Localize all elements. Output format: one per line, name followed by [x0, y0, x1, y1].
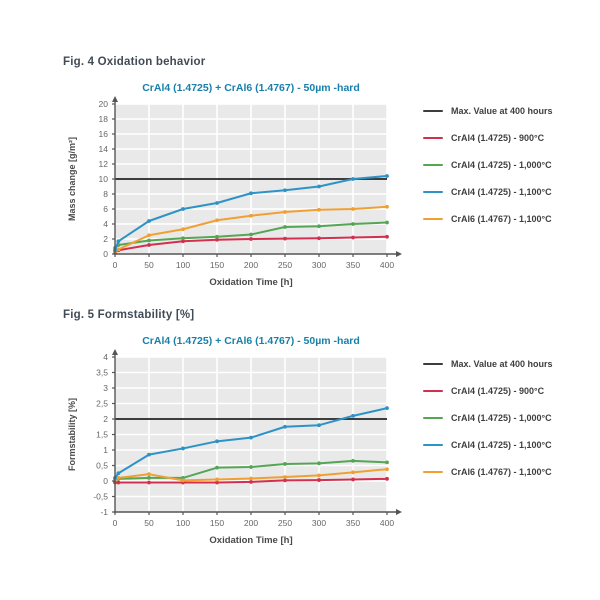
y-tick-label: 1,5	[96, 430, 108, 440]
formstability-plot-svg: 0 50 100 150 200 250 300 350 400 -1 -0,5 0 0,5 1 1,5 2 2…	[67, 349, 402, 546]
formstability-chart: CrAl4 (1.4725) + CrAl6 (1.4767) - 50µm -…	[63, 335, 403, 553]
legend-label: CrAl4 (1.4725) - 1,000°C	[451, 160, 552, 170]
y-tick-label: 0,5	[96, 461, 108, 471]
oxidation-plot-svg: 0 50 100 150 200 250 300 350 400 0 2 4 6 8 10 12 14 16 18 2…	[67, 96, 402, 288]
x-tick-label: 300	[312, 260, 326, 270]
legend-swatch-line	[423, 390, 443, 392]
legend-swatch-line	[423, 471, 443, 473]
series-3	[113, 174, 389, 253]
x-axis-label: Oxidation Time [h]	[209, 535, 292, 546]
y-tick-label: 2,5	[96, 399, 108, 409]
legend-item: CrAl4 (1.4725) - 900°C	[423, 386, 553, 396]
y-tick-label: 12	[99, 159, 109, 169]
x-axis-label: Oxidation Time [h]	[209, 277, 292, 288]
x-tick-label: 100	[176, 260, 190, 270]
legend-item: CrAl4 (1.4725) - 900°C	[423, 133, 553, 143]
legend-label: Max. Value at 400 hours	[451, 106, 553, 116]
gridlines	[115, 356, 388, 512]
y-axis-label: Mass change [g/m²]	[67, 137, 77, 221]
page: Fig. 4 Oxidation behavior CrAl4 (1.4725)…	[63, 56, 600, 553]
y-tick-label: 10	[99, 174, 109, 184]
y-tick-label: 18	[99, 114, 109, 124]
legend-item: Max. Value at 400 hours	[423, 106, 553, 116]
legend-label: CrAl4 (1.4725) - 900°C	[451, 386, 545, 396]
y-tick-label: -0,5	[93, 492, 108, 502]
y-tick-label: 4	[103, 352, 108, 362]
y-tick-label: 2	[103, 414, 108, 424]
legend-label: Max. Value at 400 hours	[451, 359, 553, 369]
legend-swatch-line	[423, 191, 443, 193]
formstability-chart-title: CrAl4 (1.4725) + CrAl6 (1.4767) - 50µm -…	[142, 335, 360, 347]
oxidation-legend: Max. Value at 400 hours CrAl4 (1.4725) - …	[423, 106, 553, 224]
y-tick-label: 14	[99, 144, 109, 154]
legend-swatch-line	[423, 218, 443, 220]
series-2	[113, 204, 389, 254]
y-tick-label: 4	[103, 219, 108, 229]
axes	[112, 96, 402, 257]
x-tick-label: 0	[113, 518, 118, 528]
legend-label: CrAl4 (1.4725) - 1,100°C	[451, 187, 552, 197]
formstability-legend: Max. Value at 400 hours CrAl4 (1.4725) - …	[423, 359, 553, 477]
x-tick-label: 400	[380, 260, 394, 270]
legend-item: CrAl4 (1.4725) - 1,000°C	[423, 160, 553, 170]
x-tick-label: 250	[278, 260, 292, 270]
y-tick-label: 3	[103, 383, 108, 393]
tick-labels: 0 50 100 150 200 250 300 350 400 -1 -0,5 0 0,5 1 1,5 2 2…	[93, 352, 394, 528]
figure-5-formstability: Fig. 5 Formstability [%] CrAl4 (1.4725) …	[63, 309, 600, 553]
y-axis-label: Formstability [%]	[67, 398, 77, 471]
x-tick-label: 50	[144, 260, 154, 270]
y-tick-label: 6	[103, 204, 108, 214]
legend-swatch-line	[423, 137, 443, 139]
x-tick-label: 300	[312, 518, 326, 528]
figure-4-chart-row: CrAl4 (1.4725) + CrAl6 (1.4767) - 50µm -…	[63, 82, 600, 295]
y-tick-label: 0	[103, 249, 108, 259]
x-tick-label: 400	[380, 518, 394, 528]
legend-label: CrAl6 (1.4767) - 1,100°C	[451, 214, 552, 224]
y-tick-label: 2	[103, 234, 108, 244]
legend-swatch-line	[423, 417, 443, 419]
x-tick-label: 350	[346, 260, 360, 270]
legend-item: CrAl4 (1.4725) - 1,000°C	[423, 413, 553, 423]
legend-swatch-line	[423, 444, 443, 446]
legend-item: Max. Value at 400 hours	[423, 359, 553, 369]
figure-4-heading: Fig. 4 Oxidation behavior	[63, 56, 206, 68]
x-tick-label: 50	[144, 518, 154, 528]
legend-label: CrAl6 (1.4767) - 1,100°C	[451, 467, 552, 477]
figure-4-oxidation: Fig. 4 Oxidation behavior CrAl4 (1.4725)…	[63, 56, 600, 295]
y-tick-label: 1	[103, 445, 108, 455]
legend-label: CrAl4 (1.4725) - 900°C	[451, 133, 545, 143]
legend-label: CrAl4 (1.4725) - 1,100°C	[451, 440, 552, 450]
x-tick-label: 250	[278, 518, 292, 528]
oxidation-chart: CrAl4 (1.4725) + CrAl6 (1.4767) - 50µm -…	[63, 82, 403, 295]
x-tick-label: 350	[346, 518, 360, 528]
tick-labels: 0 50 100 150 200 250 300 350 400 0 2 4 6 8 10 12 14 16 18 2…	[99, 99, 395, 270]
axes	[112, 349, 402, 515]
x-tick-label: 0	[113, 260, 118, 270]
x-tick-label: 150	[210, 260, 224, 270]
x-tick-label: 100	[176, 518, 190, 528]
x-tick-label: 150	[210, 518, 224, 528]
series-1	[113, 458, 389, 482]
legend-item: CrAl4 (1.4725) - 1,100°C	[423, 440, 553, 450]
legend-item: CrAl6 (1.4767) - 1,100°C	[423, 467, 553, 477]
oxidation-chart-title: CrAl4 (1.4725) + CrAl6 (1.4767) - 50µm -…	[142, 82, 360, 94]
figure-5-heading: Fig. 5 Formstability [%]	[63, 309, 195, 321]
x-tick-label: 200	[244, 518, 258, 528]
series-0	[113, 476, 389, 485]
y-tick-label: 20	[99, 99, 109, 109]
y-tick-label: 3,5	[96, 368, 108, 378]
y-tick-label: 8	[103, 189, 108, 199]
figure-5-chart-row: CrAl4 (1.4725) + CrAl6 (1.4767) - 50µm -…	[63, 335, 600, 553]
legend-item: CrAl6 (1.4767) - 1,100°C	[423, 214, 553, 224]
legend-swatch-line	[423, 164, 443, 166]
y-tick-label: -1	[100, 507, 108, 517]
legend-swatch-line	[423, 110, 443, 112]
legend-swatch-line	[423, 363, 443, 365]
x-tick-label: 200	[244, 260, 258, 270]
y-tick-label: 0	[103, 476, 108, 486]
y-tick-label: 16	[99, 129, 109, 139]
legend-item: CrAl4 (1.4725) - 1,100°C	[423, 187, 553, 197]
legend-label: CrAl4 (1.4725) - 1,000°C	[451, 413, 552, 423]
